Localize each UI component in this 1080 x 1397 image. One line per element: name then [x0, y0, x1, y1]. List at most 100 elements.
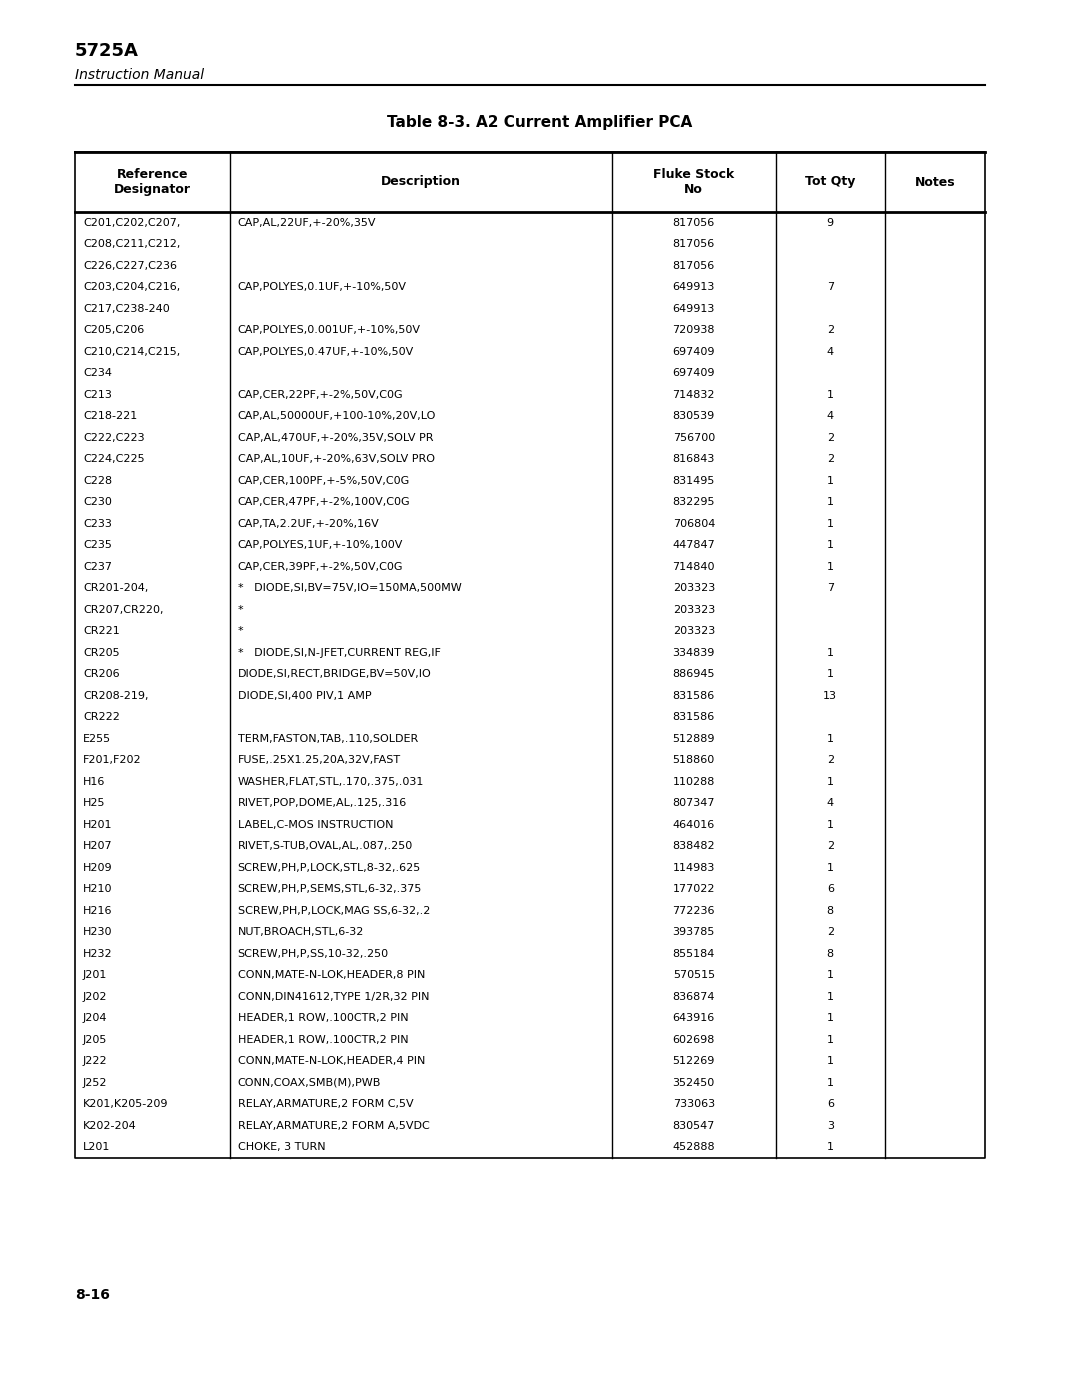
Text: CONN,MATE-N-LOK,HEADER,8 PIN: CONN,MATE-N-LOK,HEADER,8 PIN	[238, 971, 426, 981]
Text: Fluke Stock
No: Fluke Stock No	[653, 168, 734, 196]
Text: 706804: 706804	[673, 518, 715, 528]
Text: SCREW,PH,P,SEMS,STL,6-32,.375: SCREW,PH,P,SEMS,STL,6-32,.375	[238, 884, 422, 894]
Text: 512269: 512269	[673, 1056, 715, 1066]
Text: K202-204: K202-204	[83, 1120, 137, 1130]
Text: J201: J201	[83, 971, 107, 981]
Text: C222,C223: C222,C223	[83, 433, 145, 443]
Text: CAP,AL,470UF,+-20%,35V,SOLV PR: CAP,AL,470UF,+-20%,35V,SOLV PR	[238, 433, 433, 443]
Text: 8: 8	[826, 905, 834, 916]
Text: 1: 1	[827, 476, 834, 486]
Text: C226,C227,C236: C226,C227,C236	[83, 261, 177, 271]
Text: J202: J202	[83, 992, 108, 1002]
Text: FUSE,.25X1.25,20A,32V,FAST: FUSE,.25X1.25,20A,32V,FAST	[238, 756, 401, 766]
Text: CAP,CER,100PF,+-5%,50V,C0G: CAP,CER,100PF,+-5%,50V,C0G	[238, 476, 410, 486]
Text: H201: H201	[83, 820, 112, 830]
Text: 807347: 807347	[673, 798, 715, 809]
Text: CAP,CER,39PF,+-2%,50V,C0G: CAP,CER,39PF,+-2%,50V,C0G	[238, 562, 403, 571]
Text: 720938: 720938	[673, 326, 715, 335]
Text: H207: H207	[83, 841, 112, 851]
Text: 6: 6	[827, 884, 834, 894]
Text: HEADER,1 ROW,.100CTR,2 PIN: HEADER,1 ROW,.100CTR,2 PIN	[238, 1035, 408, 1045]
Text: RELAY,ARMATURE,2 FORM C,5V: RELAY,ARMATURE,2 FORM C,5V	[238, 1099, 414, 1109]
Text: C234: C234	[83, 369, 112, 379]
Text: 452888: 452888	[673, 1143, 715, 1153]
Text: RIVET,POP,DOME,AL,.125,.316: RIVET,POP,DOME,AL,.125,.316	[238, 798, 407, 809]
Text: 1: 1	[827, 497, 834, 507]
Text: RIVET,S-TUB,OVAL,AL,.087,.250: RIVET,S-TUB,OVAL,AL,.087,.250	[238, 841, 413, 851]
Text: 334839: 334839	[673, 648, 715, 658]
Text: CAP,CER,47PF,+-2%,100V,C0G: CAP,CER,47PF,+-2%,100V,C0G	[238, 497, 410, 507]
Text: C213: C213	[83, 390, 112, 400]
Text: 772236: 772236	[673, 905, 715, 916]
Text: 8-16: 8-16	[75, 1288, 110, 1302]
Text: 830539: 830539	[673, 411, 715, 422]
Text: F201,F202: F201,F202	[83, 756, 141, 766]
Text: 831586: 831586	[673, 690, 715, 701]
Text: CAP,AL,22UF,+-20%,35V: CAP,AL,22UF,+-20%,35V	[238, 218, 376, 228]
Text: C201,C202,C207,: C201,C202,C207,	[83, 218, 180, 228]
Text: CAP,CER,22PF,+-2%,50V,C0G: CAP,CER,22PF,+-2%,50V,C0G	[238, 390, 403, 400]
Text: 2: 2	[826, 841, 834, 851]
Text: C224,C225: C224,C225	[83, 454, 145, 464]
Text: H25: H25	[83, 798, 106, 809]
Text: CAP,AL,50000UF,+100-10%,20V,LO: CAP,AL,50000UF,+100-10%,20V,LO	[238, 411, 436, 422]
Text: CAP,AL,10UF,+-20%,63V,SOLV PRO: CAP,AL,10UF,+-20%,63V,SOLV PRO	[238, 454, 434, 464]
Text: 830547: 830547	[673, 1120, 715, 1130]
Text: C205,C206: C205,C206	[83, 326, 145, 335]
Text: 756700: 756700	[673, 433, 715, 443]
Text: C203,C204,C216,: C203,C204,C216,	[83, 282, 180, 292]
Text: 393785: 393785	[673, 928, 715, 937]
Text: Table 8-3. A2 Current Amplifier PCA: Table 8-3. A2 Current Amplifier PCA	[388, 115, 692, 130]
Text: NUT,BROACH,STL,6-32: NUT,BROACH,STL,6-32	[238, 928, 364, 937]
Text: 1: 1	[827, 1077, 834, 1088]
Text: 1: 1	[827, 390, 834, 400]
Text: *   DIODE,SI,N-JFET,CURRENT REG,IF: * DIODE,SI,N-JFET,CURRENT REG,IF	[238, 648, 441, 658]
Text: C217,C238-240: C217,C238-240	[83, 303, 170, 314]
Text: CR201-204,: CR201-204,	[83, 584, 148, 594]
Text: 1: 1	[827, 1056, 834, 1066]
Text: 13: 13	[823, 690, 837, 701]
Text: CAP,POLYES,0.1UF,+-10%,50V: CAP,POLYES,0.1UF,+-10%,50V	[238, 282, 407, 292]
Text: 177022: 177022	[673, 884, 715, 894]
Text: CAP,TA,2.2UF,+-20%,16V: CAP,TA,2.2UF,+-20%,16V	[238, 518, 379, 528]
Text: 649913: 649913	[673, 303, 715, 314]
Text: 697409: 697409	[673, 369, 715, 379]
Text: LABEL,C-MOS INSTRUCTION: LABEL,C-MOS INSTRUCTION	[238, 820, 393, 830]
Text: 203323: 203323	[673, 584, 715, 594]
Text: DIODE,SI,RECT,BRIDGE,BV=50V,IO: DIODE,SI,RECT,BRIDGE,BV=50V,IO	[238, 669, 431, 679]
Text: C237: C237	[83, 562, 112, 571]
Text: WASHER,FLAT,STL,.170,.375,.031: WASHER,FLAT,STL,.170,.375,.031	[238, 777, 424, 787]
Text: Reference
Designator: Reference Designator	[113, 168, 191, 196]
Text: 1: 1	[827, 820, 834, 830]
Text: CR206: CR206	[83, 669, 120, 679]
Text: 203323: 203323	[673, 605, 715, 615]
Text: 1: 1	[827, 518, 834, 528]
Text: CR221: CR221	[83, 626, 120, 636]
Text: 831495: 831495	[673, 476, 715, 486]
Text: 602698: 602698	[673, 1035, 715, 1045]
Text: CONN,COAX,SMB(M),PWB: CONN,COAX,SMB(M),PWB	[238, 1077, 381, 1088]
Text: 1: 1	[827, 1013, 834, 1023]
Text: 203323: 203323	[673, 626, 715, 636]
Text: H216: H216	[83, 905, 112, 916]
Text: 838482: 838482	[673, 841, 715, 851]
Text: CHOKE, 3 TURN: CHOKE, 3 TURN	[238, 1143, 325, 1153]
Text: 3: 3	[827, 1120, 834, 1130]
Text: 886945: 886945	[673, 669, 715, 679]
Text: H230: H230	[83, 928, 112, 937]
Text: K201,K205-209: K201,K205-209	[83, 1099, 168, 1109]
Text: 9: 9	[826, 218, 834, 228]
Text: C210,C214,C215,: C210,C214,C215,	[83, 346, 180, 356]
Text: 649913: 649913	[673, 282, 715, 292]
Text: 816843: 816843	[673, 454, 715, 464]
Text: C233: C233	[83, 518, 112, 528]
Text: CONN,MATE-N-LOK,HEADER,4 PIN: CONN,MATE-N-LOK,HEADER,4 PIN	[238, 1056, 426, 1066]
Text: CR205: CR205	[83, 648, 120, 658]
Text: 114983: 114983	[673, 863, 715, 873]
Text: 855184: 855184	[673, 949, 715, 958]
Text: 1: 1	[827, 863, 834, 873]
Text: 2: 2	[826, 454, 834, 464]
Text: DIODE,SI,400 PIV,1 AMP: DIODE,SI,400 PIV,1 AMP	[238, 690, 372, 701]
Text: 1: 1	[827, 541, 834, 550]
Text: SCREW,PH,P,SS,10-32,.250: SCREW,PH,P,SS,10-32,.250	[238, 949, 389, 958]
